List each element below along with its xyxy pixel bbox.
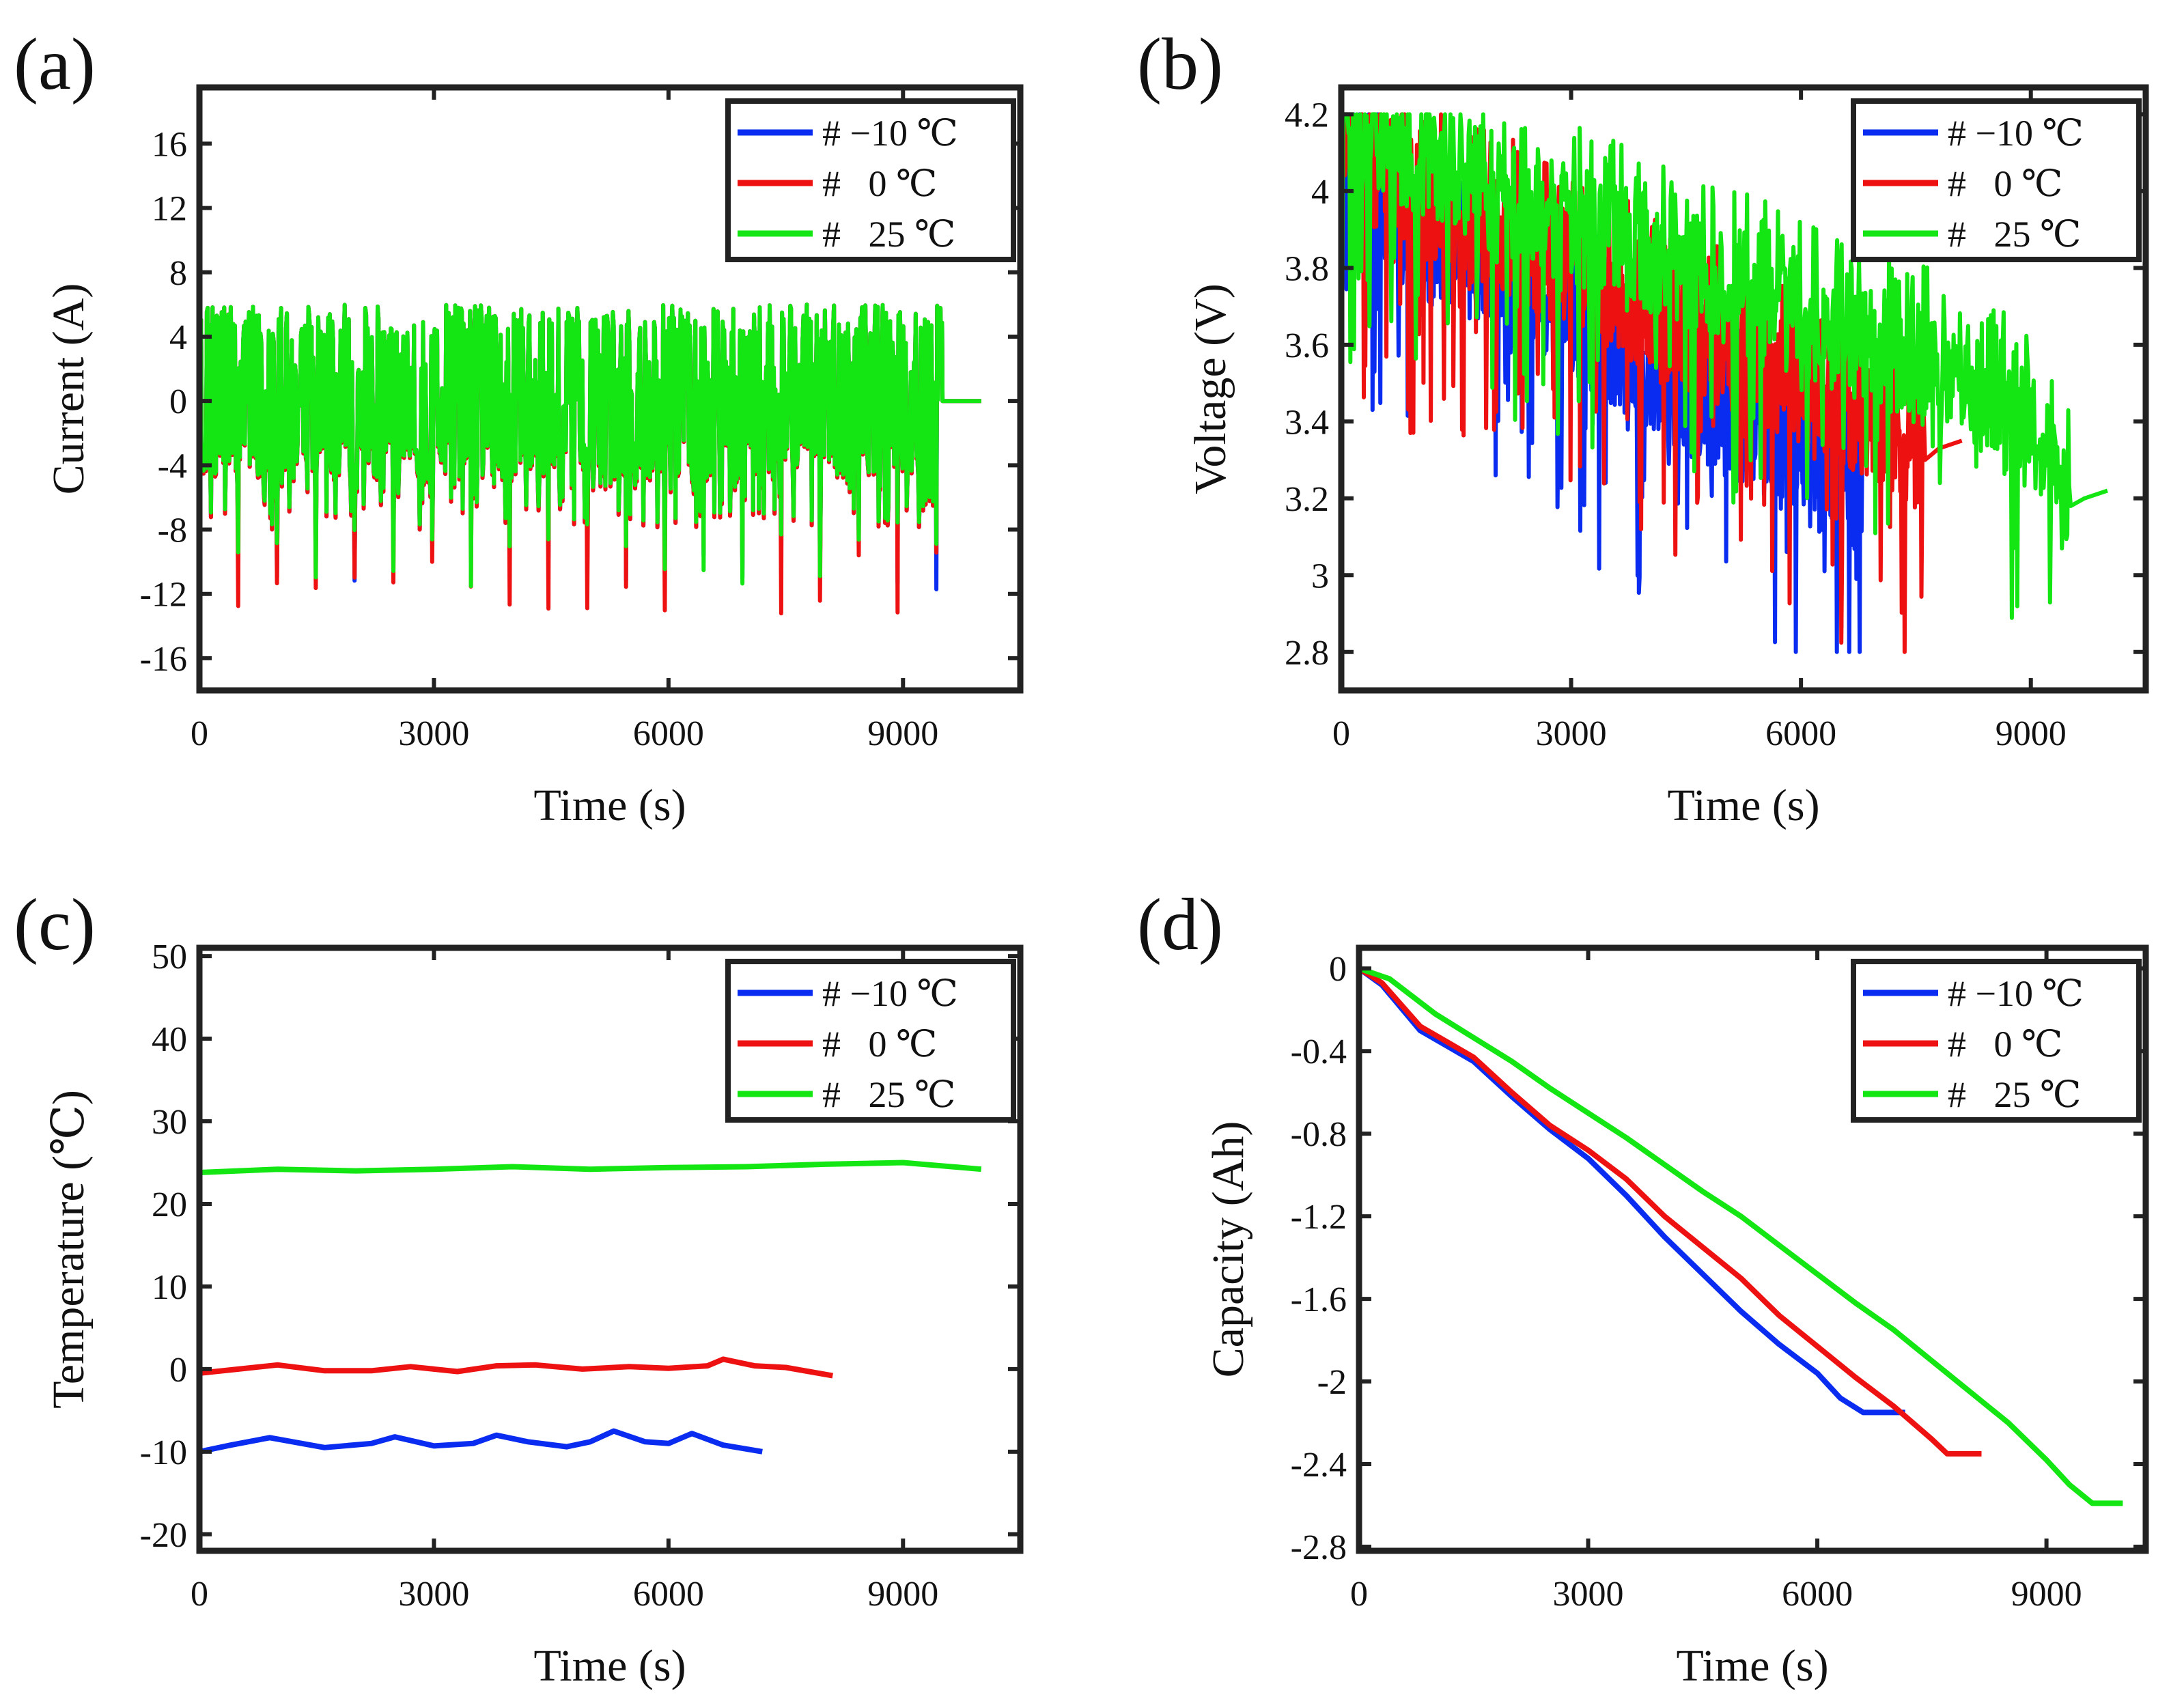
y-tick-label: -20 bbox=[140, 1516, 187, 1555]
x-tick-label: 6000 bbox=[1765, 714, 1836, 753]
panel-label: (a) bbox=[14, 24, 96, 105]
legend-entry: # 25 ℃ bbox=[822, 1074, 955, 1115]
legend-entry: # 0 ℃ bbox=[1948, 163, 2062, 204]
y-tick-label: 20 bbox=[152, 1185, 187, 1224]
x-tick-label: 9000 bbox=[867, 714, 938, 753]
y-tick-label: -4 bbox=[158, 447, 187, 486]
x-tick-label: 3000 bbox=[398, 1575, 469, 1614]
y-tick-label: 4 bbox=[169, 318, 187, 357]
y-tick-label: 3.8 bbox=[1285, 249, 1329, 288]
x-axis-label: Time (s) bbox=[533, 781, 686, 830]
series-line-2 bbox=[199, 1160, 982, 1175]
series-line-1 bbox=[199, 1356, 833, 1379]
y-tick-label: 40 bbox=[152, 1020, 187, 1059]
y-tick-label: 10 bbox=[152, 1268, 187, 1307]
legend-entry: # 0 ℃ bbox=[1948, 1024, 2062, 1065]
series-line-2 bbox=[199, 303, 981, 589]
legend-entry: # 25 ℃ bbox=[822, 214, 955, 255]
y-tick-label: -16 bbox=[140, 640, 187, 679]
y-tick-label: -1.2 bbox=[1291, 1198, 1347, 1237]
panel-c: (c) 0 3000 6000 9000 -20 -10 0 10 20 30 40 50 Time (s… bbox=[14, 884, 1024, 1691]
y-tick-label: 4 bbox=[1311, 173, 1329, 212]
panel-a: (a) 0 3000 6000 9000 -16 -12 -8 -4 0 4 8 12 16 Time (s… bbox=[14, 24, 1024, 830]
y-tick-label: 0 bbox=[169, 382, 187, 421]
panel-label: (c) bbox=[14, 884, 96, 966]
legend-entry: # 0 ℃ bbox=[822, 1024, 937, 1065]
y-tick-label: -2.8 bbox=[1291, 1528, 1347, 1567]
legend-entry: # 25 ℃ bbox=[1948, 214, 2081, 255]
legend: # −10 ℃ # 0 ℃ # 25 ℃ bbox=[1851, 98, 2142, 262]
y-tick-label: 0 bbox=[169, 1351, 187, 1390]
x-tick-label: 6000 bbox=[1782, 1575, 1853, 1614]
y-tick-label: 8 bbox=[169, 254, 187, 293]
y-tick-label: 16 bbox=[152, 125, 187, 164]
y-tick-label: 4.2 bbox=[1285, 96, 1329, 135]
y-tick-label: -0.4 bbox=[1291, 1033, 1347, 1071]
y-axis-label: Voltage (V) bbox=[1186, 283, 1235, 494]
plot-area bbox=[199, 303, 981, 616]
y-tick-label: 3.2 bbox=[1285, 480, 1329, 519]
x-tick-label: 3000 bbox=[1536, 714, 1607, 753]
series-line-2 bbox=[1359, 966, 2123, 1506]
series-line-0 bbox=[1359, 966, 1905, 1416]
y-tick-label: -12 bbox=[140, 576, 187, 615]
x-tick-label: 0 bbox=[191, 1575, 208, 1614]
axes-frame bbox=[1338, 84, 2149, 694]
panel-label: (d) bbox=[1137, 884, 1223, 966]
y-tick-label: 50 bbox=[152, 938, 187, 977]
y-tick-label: 30 bbox=[152, 1103, 187, 1142]
x-axis-label: Time (s) bbox=[1676, 1641, 1828, 1691]
legend: # −10 ℃ # 0 ℃ # 25 ℃ bbox=[1851, 959, 2142, 1123]
x-tick-label: 6000 bbox=[633, 714, 704, 753]
legend: # −10 ℃ # 0 ℃ # 25 ℃ bbox=[725, 959, 1016, 1123]
series-line-1 bbox=[1359, 966, 1982, 1457]
legend-entry: # −10 ℃ bbox=[822, 113, 958, 154]
plot-area bbox=[1359, 966, 2123, 1506]
x-tick-label: 6000 bbox=[633, 1575, 704, 1614]
plot-area bbox=[1341, 112, 2108, 654]
panel-label: (b) bbox=[1137, 24, 1223, 105]
y-axis-label: Current (A) bbox=[44, 283, 94, 495]
x-axis-label: Time (s) bbox=[533, 1641, 686, 1691]
y-tick-label: 12 bbox=[152, 190, 187, 229]
legend-entry: # 0 ℃ bbox=[822, 163, 937, 204]
axes-frame bbox=[196, 84, 1024, 694]
x-tick-label: 3000 bbox=[1553, 1575, 1624, 1614]
plot-area bbox=[199, 1160, 982, 1455]
legend-entry: # −10 ℃ bbox=[1948, 113, 2084, 154]
y-axis-label: Temperature (℃) bbox=[44, 1090, 94, 1409]
y-tick-label: 2.8 bbox=[1285, 634, 1329, 673]
x-axis-label: Time (s) bbox=[1667, 781, 1819, 830]
panel-d: (d) 0 3000 6000 9000 -2.8 -2.4 -2 -1.6 -1.2 -0.8 -0… bbox=[1137, 884, 2149, 1691]
y-tick-label: -10 bbox=[140, 1433, 187, 1472]
y-tick-label: 0 bbox=[1329, 950, 1347, 989]
panel-b: (b) 0 3000 6000 9000 2.8 3 3.2 3.4 3.6 3.8 4 4.2 Time… bbox=[1137, 24, 2149, 830]
y-tick-label: -8 bbox=[158, 511, 187, 550]
y-tick-label: 3.6 bbox=[1285, 326, 1329, 365]
y-tick-label: -0.8 bbox=[1291, 1115, 1347, 1154]
axes-frame bbox=[1356, 944, 2149, 1554]
x-tick-label: 0 bbox=[1350, 1575, 1368, 1614]
x-tick-label: 9000 bbox=[2011, 1575, 2082, 1614]
legend: # −10 ℃ # 0 ℃ # 25 ℃ bbox=[725, 98, 1016, 262]
y-tick-label: -2.4 bbox=[1291, 1446, 1347, 1485]
x-tick-label: 0 bbox=[191, 714, 208, 753]
y-tick-label: -2 bbox=[1317, 1363, 1347, 1402]
y-axis-label: Capacity (Ah) bbox=[1203, 1121, 1253, 1378]
series-line-0 bbox=[199, 1428, 763, 1455]
y-tick-label: 3 bbox=[1311, 557, 1329, 595]
legend-entry: # 25 ℃ bbox=[1948, 1074, 2081, 1115]
y-tick-label: 3.4 bbox=[1285, 403, 1329, 442]
axes-frame bbox=[196, 944, 1024, 1554]
x-tick-label: 9000 bbox=[1996, 714, 2067, 753]
legend-entry: # −10 ℃ bbox=[822, 973, 958, 1014]
legend-entry: # −10 ℃ bbox=[1948, 973, 2084, 1014]
y-tick-label: -1.6 bbox=[1291, 1280, 1347, 1319]
series-line-2 bbox=[1341, 112, 2108, 620]
x-tick-label: 0 bbox=[1332, 714, 1350, 753]
x-tick-label: 3000 bbox=[398, 714, 469, 753]
x-tick-label: 9000 bbox=[867, 1575, 938, 1614]
